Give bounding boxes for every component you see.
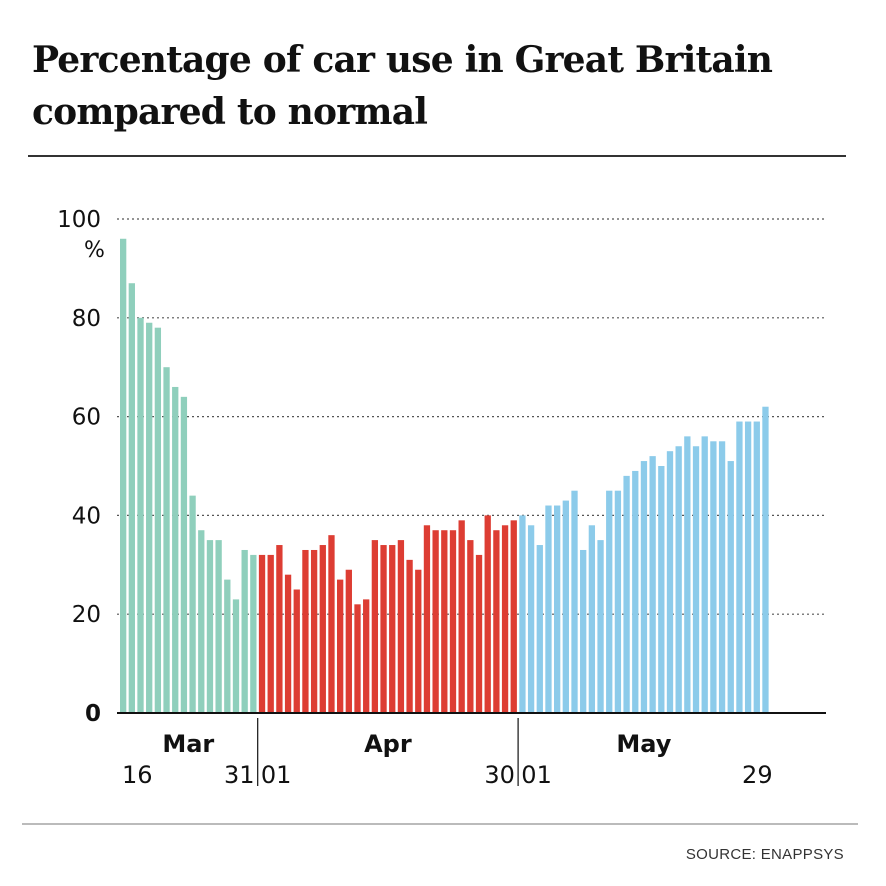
bar-may-21 — [692, 446, 700, 713]
bar-apr-9 — [328, 535, 335, 713]
bar-apr-20 — [423, 525, 431, 713]
y-tick-label-20: 20 — [72, 602, 101, 628]
y-tick-label-80: 80 — [72, 306, 101, 332]
bar-apr-21 — [432, 530, 439, 713]
bar-apr-8 — [319, 545, 326, 713]
title-divider — [28, 155, 846, 157]
bar-may-26 — [736, 421, 743, 713]
bar-may-23 — [710, 441, 717, 713]
bar-may-28 — [753, 421, 760, 713]
y-tick-label-0: 0 — [85, 701, 101, 727]
bar-mar-14 — [232, 599, 240, 713]
bars — [120, 238, 769, 713]
bar-mar-1 — [120, 238, 127, 713]
bar-apr-10 — [337, 579, 344, 713]
bar-apr-11 — [345, 569, 352, 713]
bar-apr-28 — [493, 530, 500, 713]
day-label-mar-first: 16 — [122, 761, 153, 789]
month-label-mar: Mar — [162, 730, 214, 758]
bar-apr-18 — [406, 559, 413, 713]
bar-mar-2 — [128, 283, 135, 713]
bar-mar-4 — [146, 322, 153, 713]
source-note: SOURCE: ENAPPSYS — [685, 846, 844, 863]
y-tick-label-40: 40 — [72, 503, 101, 529]
bar-may-15 — [640, 461, 648, 713]
bar-may-18 — [666, 451, 674, 713]
bar-apr-14 — [371, 540, 379, 713]
bar-may-3 — [536, 545, 543, 713]
bar-may-9 — [588, 525, 596, 713]
day-label-may-last: 29 — [742, 761, 773, 789]
bar-mar-10 — [198, 530, 205, 713]
bar-apr-30 — [510, 520, 517, 713]
bar-apr-3 — [276, 545, 283, 713]
day-label-apr-last: 30 — [484, 761, 515, 789]
bar-may-29 — [762, 406, 769, 713]
bar-mar-8 — [180, 396, 188, 713]
bar-apr-16 — [389, 545, 396, 713]
y-tick-label-100: 100 — [57, 207, 101, 233]
bar-mar-3 — [137, 317, 144, 713]
bar-may-12 — [614, 490, 622, 713]
y-tick-label-60: 60 — [72, 405, 101, 431]
bar-apr-27 — [484, 515, 491, 713]
bar-may-13 — [623, 475, 630, 713]
bar-mar-5 — [154, 327, 162, 713]
bar-mar-15 — [241, 549, 248, 713]
month-label-may: May — [616, 730, 671, 758]
bar-apr-19 — [415, 569, 422, 713]
bar-mar-11 — [206, 540, 214, 713]
day-label-may-first: 01 — [521, 761, 552, 789]
bar-apr-24 — [458, 520, 465, 713]
bar-apr-4 — [284, 574, 292, 713]
bar-may-14 — [632, 470, 639, 713]
bar-may-7 — [571, 490, 578, 713]
bar-apr-6 — [302, 549, 309, 713]
bar-mar-7 — [172, 386, 179, 713]
bar-apr-1 — [258, 554, 266, 713]
bar-may-27 — [744, 421, 752, 713]
footer-divider — [22, 823, 858, 825]
bar-may-10 — [597, 540, 604, 713]
bar-mar-16 — [250, 554, 257, 713]
bar-may-20 — [684, 436, 691, 713]
bar-mar-9 — [189, 495, 196, 713]
bar-apr-13 — [363, 599, 370, 713]
bar-apr-25 — [467, 540, 474, 713]
bar-may-4 — [545, 505, 552, 713]
bar-may-16 — [649, 456, 656, 713]
bar-apr-26 — [475, 554, 483, 713]
bar-may-1 — [519, 515, 526, 713]
bar-may-2 — [527, 525, 535, 713]
bar-mar-6 — [163, 367, 170, 713]
month-label-apr: Apr — [364, 730, 412, 758]
bar-apr-12 — [354, 604, 361, 713]
chart-title: Percentage of car use in Great Britain c… — [32, 39, 773, 133]
bar-may-22 — [701, 436, 708, 713]
bar-may-17 — [658, 466, 665, 713]
bar-mar-13 — [224, 579, 231, 713]
bar-mar-12 — [215, 540, 222, 713]
bar-apr-22 — [441, 530, 448, 713]
bar-apr-5 — [293, 589, 300, 713]
bar-apr-7 — [310, 549, 318, 713]
bar-may-11 — [606, 490, 613, 713]
day-label-mar-last: 31 — [224, 761, 255, 789]
bar-may-19 — [675, 446, 682, 713]
bar-apr-15 — [380, 545, 387, 713]
bar-may-24 — [718, 441, 726, 713]
y-axis-tick-labels: 0 20 40 60 80 100 — [57, 207, 101, 727]
bar-may-25 — [727, 461, 734, 713]
y-axis-unit: % — [84, 238, 105, 263]
bar-apr-29 — [501, 525, 509, 713]
bar-apr-23 — [449, 530, 457, 713]
bar-may-6 — [562, 500, 569, 713]
day-label-apr-first: 01 — [261, 761, 292, 789]
bar-apr-2 — [267, 554, 274, 713]
bar-may-5 — [554, 505, 561, 713]
bar-apr-17 — [397, 540, 405, 713]
bar-may-8 — [580, 549, 587, 713]
